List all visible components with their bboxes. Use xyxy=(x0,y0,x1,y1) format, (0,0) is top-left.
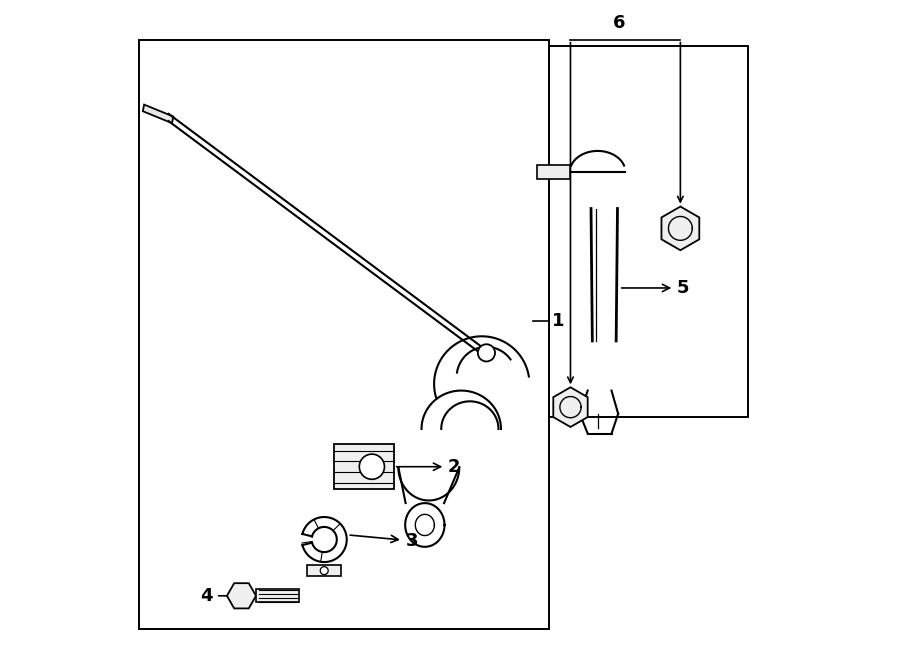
Text: 2: 2 xyxy=(397,457,461,476)
Circle shape xyxy=(478,344,495,361)
Bar xyxy=(256,589,299,602)
Circle shape xyxy=(320,567,328,575)
Text: 5: 5 xyxy=(622,279,689,297)
Text: 6: 6 xyxy=(613,14,626,32)
Polygon shape xyxy=(662,207,699,250)
Bar xyxy=(334,444,393,489)
Text: 4: 4 xyxy=(201,587,250,605)
Bar xyxy=(139,40,549,629)
Bar xyxy=(549,46,748,417)
Polygon shape xyxy=(227,583,256,608)
Circle shape xyxy=(359,454,384,479)
Text: 1: 1 xyxy=(552,312,564,330)
Polygon shape xyxy=(143,105,174,123)
Bar xyxy=(536,165,570,179)
Polygon shape xyxy=(554,387,588,427)
Text: 3: 3 xyxy=(350,532,418,550)
Bar xyxy=(307,565,341,576)
